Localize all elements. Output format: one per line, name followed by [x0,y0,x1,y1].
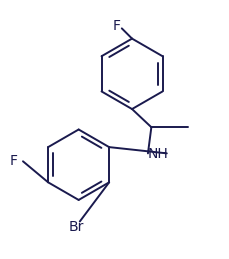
Text: F: F [10,154,18,168]
Text: Br: Br [68,220,84,234]
Text: F: F [112,19,120,33]
Text: NH: NH [147,147,168,162]
